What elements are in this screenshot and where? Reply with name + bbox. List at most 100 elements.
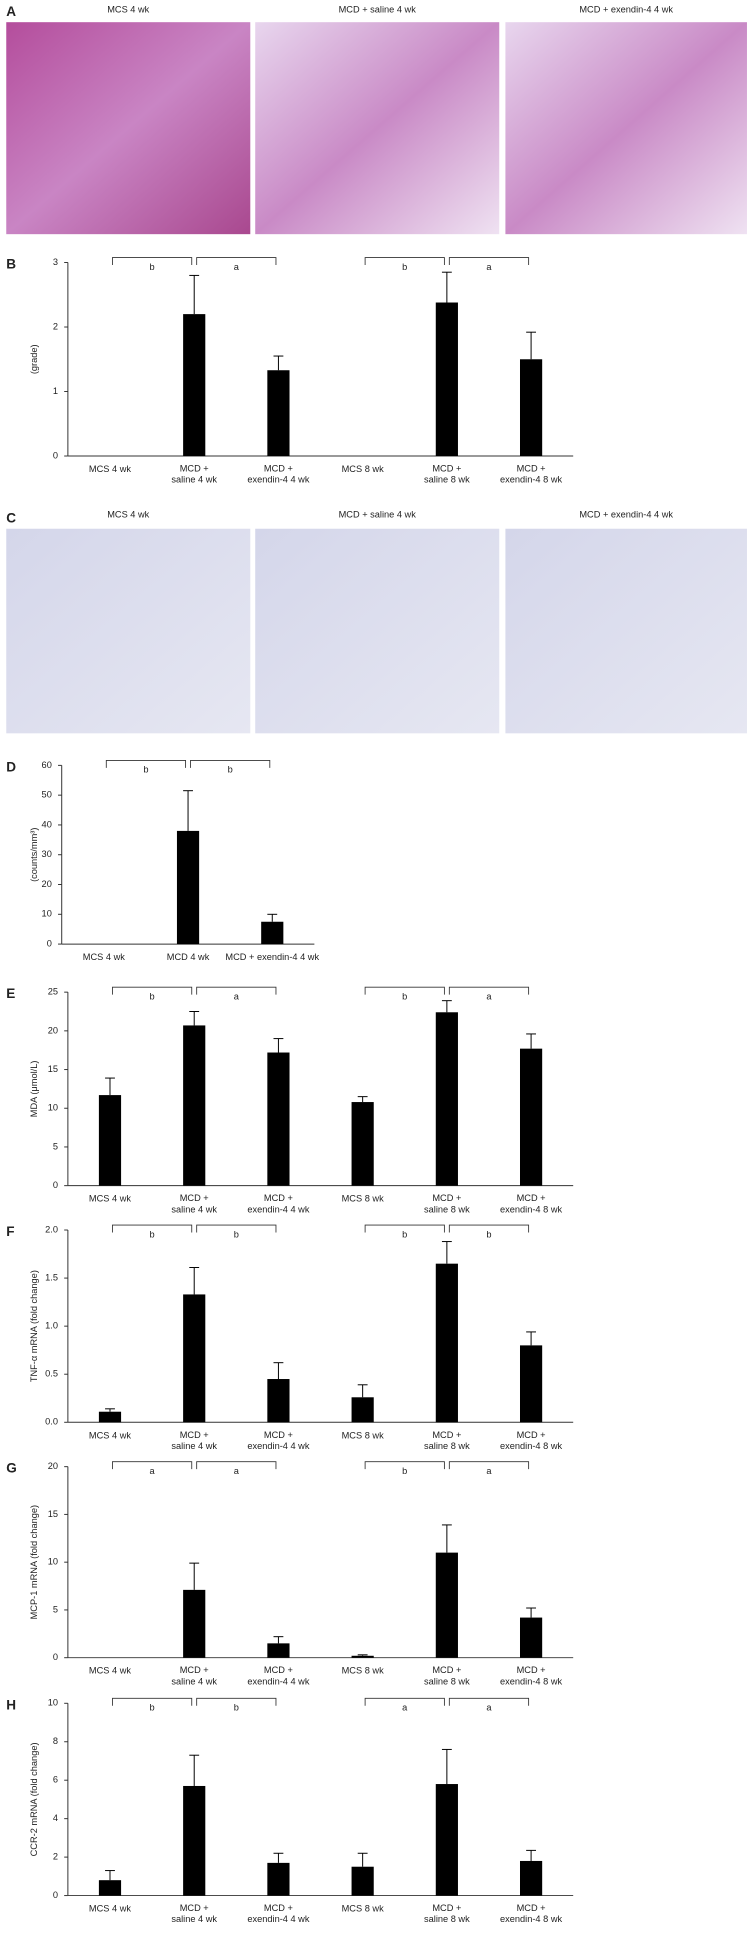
- y-axis-title: (grade): [29, 344, 39, 374]
- error-bar: [183, 790, 193, 831]
- significance-label: a: [150, 1466, 156, 1476]
- image-caption: MCS 4 wk: [107, 4, 149, 14]
- bar: [435, 1552, 458, 1658]
- bar: [435, 1263, 458, 1423]
- y-tick-label: 10: [48, 1103, 58, 1113]
- bar: [519, 1345, 543, 1423]
- x-tick-label: MCD + exendin-4 4 wk: [247, 464, 309, 485]
- significance-bracket: [364, 1224, 445, 1233]
- image-caption: MCD + exendin-4 4 wk: [579, 510, 673, 520]
- x-tick-label: MCD + saline 8 wk: [424, 1904, 470, 1925]
- bar: [183, 1785, 206, 1896]
- y-axis-title: MDA (μmol/L): [29, 1061, 39, 1118]
- x-tick-label: MCD + saline 4 wk: [171, 1430, 217, 1451]
- histology-image: [255, 22, 500, 235]
- error-bar: [441, 1748, 452, 1785]
- y-tick-label: 25: [48, 987, 58, 997]
- y-axis-title: (counts/mm³): [29, 828, 39, 882]
- x-tick-label: MCD + saline 4 wk: [171, 464, 217, 485]
- x-tick-label: MCS 4 wk: [89, 1194, 131, 1204]
- error-bar: [189, 274, 200, 315]
- y-tick-label: 20: [42, 879, 52, 889]
- error-bar: [357, 1852, 368, 1867]
- error-bar: [105, 1408, 115, 1412]
- significance-bracket: [196, 1697, 277, 1706]
- x-tick-label: MCS 8 wk: [342, 1666, 384, 1676]
- y-tick-label: 8: [53, 1736, 58, 1746]
- y-tick-label: 0: [53, 450, 58, 460]
- panel-label: H: [6, 1697, 16, 1712]
- significance-label: a: [486, 1466, 492, 1476]
- significance-bracket: [448, 257, 530, 265]
- y-tick-label: 2.0: [45, 1224, 58, 1234]
- x-tick-label: MCS 4 wk: [89, 1666, 131, 1676]
- significance-bracket: [448, 1224, 530, 1233]
- x-tick-label: MCD + exendin-4 8 wk: [500, 1666, 562, 1687]
- y-tick-label: 10: [48, 1698, 58, 1708]
- error-bar: [357, 1654, 368, 1656]
- x-tick-label: MCS 4 wk: [89, 1430, 131, 1440]
- significance-label: b: [486, 1229, 491, 1239]
- significance-bracket: [196, 257, 277, 265]
- image-caption: MCS 4 wk: [107, 510, 149, 520]
- x-tick-label: MCD 4 wk: [167, 952, 210, 962]
- significance-label: b: [402, 262, 407, 272]
- bar: [519, 359, 543, 457]
- panel-label: G: [6, 1461, 17, 1476]
- bar: [351, 1866, 374, 1896]
- x-tick-label: MCD + exendin-4 4 wk: [247, 1904, 309, 1925]
- y-tick-label: 3: [53, 257, 58, 267]
- significance-bracket: [196, 986, 277, 995]
- error-bar: [357, 1096, 368, 1103]
- panel-label: D: [6, 759, 16, 774]
- error-bar: [526, 1331, 537, 1346]
- bar: [176, 830, 200, 945]
- significance-label: b: [402, 1229, 407, 1239]
- panel-label: F: [6, 1224, 14, 1239]
- y-tick-label: 1: [53, 386, 58, 396]
- significance-label: b: [143, 765, 148, 775]
- bar: [98, 1411, 122, 1423]
- significance-label: b: [150, 1229, 155, 1239]
- significance-label: b: [228, 765, 233, 775]
- x-tick-label: MCD + exendin-4 8 wk: [500, 464, 562, 485]
- error-bar: [189, 1011, 200, 1026]
- significance-bracket: [364, 1461, 445, 1470]
- error-bar: [441, 271, 452, 303]
- error-bar: [189, 1562, 200, 1590]
- bar: [267, 1379, 290, 1423]
- bar: [351, 1102, 374, 1186]
- y-tick-label: 0: [53, 1890, 58, 1900]
- significance-bracket: [190, 760, 271, 768]
- histology-image: [505, 22, 747, 235]
- significance-label: b: [150, 992, 155, 1002]
- significance-label: a: [486, 992, 492, 1002]
- significance-label: a: [234, 262, 240, 272]
- significance-label: b: [150, 1703, 155, 1713]
- error-bar: [526, 331, 537, 360]
- bar: [261, 921, 284, 945]
- histology-image: [255, 528, 500, 734]
- bar: [183, 1589, 206, 1658]
- x-tick-label: MCD + saline 8 wk: [424, 1666, 470, 1687]
- y-tick-label: 2: [53, 321, 58, 331]
- significance-label: b: [234, 1703, 239, 1713]
- significance-bracket: [196, 1461, 277, 1470]
- significance-bracket: [448, 986, 530, 995]
- error-bar: [441, 1241, 452, 1264]
- image-caption: MCD + saline 4 wk: [339, 510, 417, 520]
- y-tick-label: 15: [48, 1509, 58, 1519]
- x-tick-label: MCD + exendin-4 4 wk: [247, 1666, 309, 1687]
- error-bar: [441, 1524, 452, 1553]
- significance-label: a: [486, 262, 492, 272]
- x-tick-label: MCD + saline 8 wk: [424, 1194, 470, 1215]
- significance-bracket: [364, 986, 445, 995]
- y-tick-label: 0: [47, 939, 52, 949]
- y-tick-label: 20: [48, 1025, 58, 1035]
- significance-bracket: [112, 1461, 193, 1470]
- y-axis-title: CCR-2 mRNA (fold change): [29, 1742, 39, 1856]
- error-bar: [267, 913, 278, 922]
- significance-label: a: [486, 1703, 492, 1713]
- significance-label: b: [150, 262, 155, 272]
- bar: [183, 314, 206, 457]
